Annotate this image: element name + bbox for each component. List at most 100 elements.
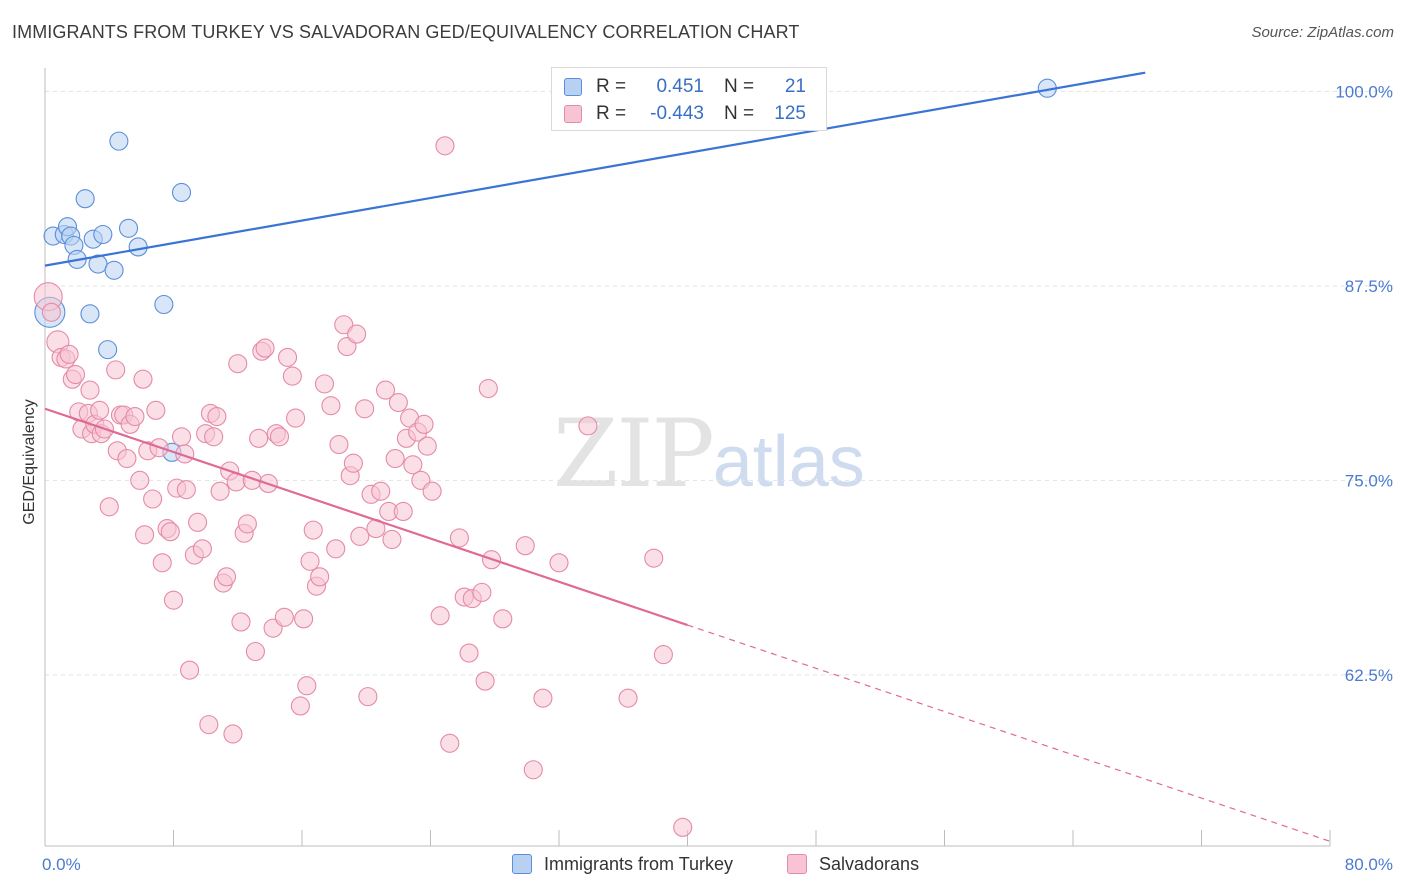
salvadoran-point (125, 406, 145, 427)
salvadoran-point (249, 428, 269, 448)
legend-swatch-turkey (512, 854, 532, 874)
n-value: 125 (774, 103, 806, 124)
turkey-point (118, 218, 139, 238)
turkey-point (171, 182, 192, 203)
n-value: 21 (784, 76, 806, 97)
stats-swatch-salvadoran (564, 105, 582, 123)
salvadoran-point (135, 525, 155, 545)
salvadoran-point (133, 369, 153, 389)
watermark: ZIPatlas (553, 400, 865, 509)
turkey-point (154, 294, 174, 315)
salvadoran-point (216, 567, 237, 587)
salvadoran-point (310, 567, 330, 587)
salvadoran-point (355, 399, 375, 419)
salvadoran-point (329, 435, 349, 455)
salvadoran-point (130, 470, 150, 490)
salvadoran-point (237, 514, 257, 534)
salvadoran-point (343, 453, 363, 473)
salvadoran-point (223, 724, 243, 744)
salvadoran-point (99, 497, 119, 517)
salvadoran-point (152, 553, 172, 573)
stats-swatch-turkey (564, 78, 582, 96)
salvadoran-point (493, 609, 513, 629)
salvadoran-point (231, 612, 251, 632)
salvadoran-point (180, 660, 200, 680)
salvadoran-point (146, 400, 166, 420)
source-label[interactable]: Source: ZipAtlas.com (1251, 24, 1394, 41)
salvadoran-point (417, 436, 437, 456)
salvadoran-point (371, 481, 391, 501)
salvadoran-point (382, 529, 402, 550)
salvadoran-point (204, 427, 224, 447)
salvadoran-point (80, 380, 100, 400)
turkey-point (128, 237, 148, 257)
r-label: R = (596, 103, 627, 124)
legend-swatch-salvadorans (787, 854, 807, 874)
salvadoran-point (199, 715, 219, 735)
y-tick-label: 62.5% (1345, 666, 1393, 685)
salvadoran-point (549, 553, 569, 573)
salvadoran-point (255, 338, 275, 358)
salvadoran-point (207, 406, 227, 427)
salvadoran-point (210, 481, 230, 501)
turkey-point (75, 189, 95, 209)
salvadoran-point (422, 481, 442, 501)
salvadoran-point (163, 590, 184, 610)
salvadoran-point (459, 643, 479, 663)
y-tick-label: 100.0% (1335, 82, 1393, 101)
salvadoran-point (282, 366, 302, 386)
salvadoran-point (269, 427, 290, 447)
y-tick-label: 75.0% (1345, 471, 1393, 490)
salvadoran-point (65, 364, 86, 385)
salvadoran-point (478, 378, 498, 399)
salvadoran-point (294, 609, 314, 629)
legend-item-salvadorans[interactable]: Salvadorans (787, 852, 919, 876)
turkey-point (93, 224, 113, 245)
salvadoran-point (171, 427, 192, 447)
salvadoran-trend-line-extension (687, 624, 1331, 842)
salvadoran-point (245, 641, 265, 662)
turkey-point (98, 340, 118, 360)
stats-box: R = 0.451 N = 21 R = -0.443 N = 125 (551, 67, 827, 131)
salvadoran-point (358, 687, 378, 707)
legend-item-turkey[interactable]: Immigrants from Turkey (512, 852, 733, 876)
salvadoran-point (277, 347, 298, 367)
salvadoran-point (297, 676, 317, 696)
salvadoran-point (290, 696, 310, 716)
salvadoran-point (403, 455, 423, 475)
salvadoran-trend-line (44, 407, 688, 627)
salvadoran-point (618, 688, 638, 708)
salvadoran-point (314, 374, 335, 394)
salvadoran-point (286, 408, 306, 428)
r-value: 0.451 (656, 76, 704, 97)
y-tick-label: 87.5% (1345, 277, 1393, 296)
salvadoran-point (388, 392, 408, 413)
salvadoran-point (326, 539, 346, 559)
stats-row-turkey: R = 0.451 N = 21 (564, 74, 806, 100)
salvadoran-point (59, 344, 79, 364)
salvadoran-point (475, 671, 495, 691)
salvadoran-point (274, 607, 294, 627)
chart-title: IMMIGRANTS FROM TURKEY VS SALVADORAN GED… (12, 22, 800, 42)
turkey-trend-line (44, 71, 1146, 267)
salvadoran-point (347, 324, 367, 344)
salvadoran-point (449, 528, 469, 548)
salvadoran-point (188, 512, 208, 532)
salvadoran-point (430, 606, 450, 626)
turkey-point (104, 260, 124, 280)
r-value: -0.443 (650, 103, 704, 124)
salvadoran-point (644, 548, 664, 568)
salvadoran-point (385, 449, 405, 469)
salvadoran-point (375, 380, 396, 400)
salvadoran-point (117, 449, 137, 469)
salvadoran-point (440, 733, 460, 753)
salvadoran-point (90, 400, 110, 420)
salvadoran-point (414, 414, 434, 434)
salvadoran-point (106, 360, 126, 380)
turkey-point (80, 304, 100, 324)
salvadoran-point (523, 760, 543, 780)
salvadoran-point (41, 302, 61, 322)
salvadoran-point (393, 501, 413, 522)
salvadoran-point (515, 536, 535, 556)
